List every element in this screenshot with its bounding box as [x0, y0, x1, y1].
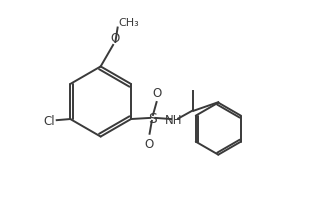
- Text: O: O: [111, 32, 120, 45]
- Text: O: O: [144, 137, 154, 150]
- Text: Cl: Cl: [44, 114, 55, 127]
- Text: CH₃: CH₃: [118, 18, 139, 28]
- Text: S: S: [148, 111, 157, 125]
- Text: O: O: [153, 86, 162, 99]
- Text: NH: NH: [165, 113, 183, 126]
